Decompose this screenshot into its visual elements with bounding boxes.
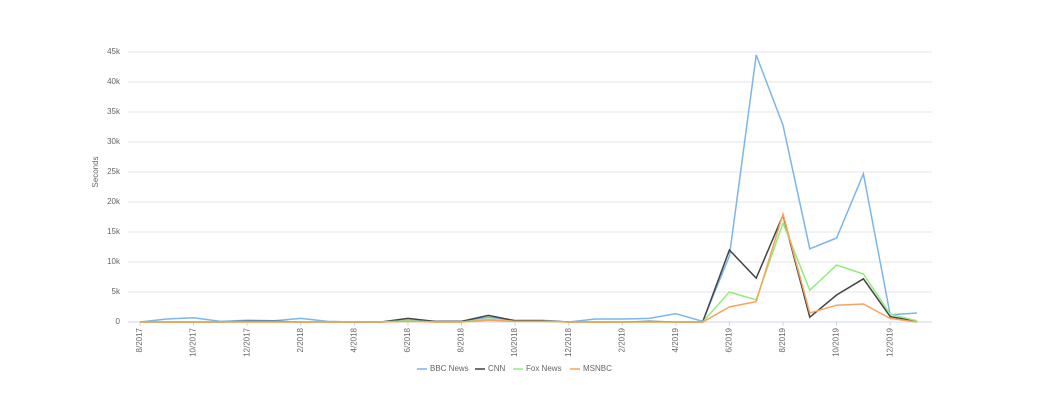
- y-tick-label: 40k: [107, 77, 121, 86]
- legend-label: MSNBC: [583, 364, 612, 373]
- y-tick-label: 15k: [107, 227, 121, 236]
- y-tick-label: 30k: [107, 137, 121, 146]
- x-tick-label: 2/2018: [296, 327, 305, 352]
- x-tick-label: 4/2018: [349, 327, 358, 352]
- y-tick-label: 10k: [107, 257, 121, 266]
- x-tick-label: 8/2019: [778, 327, 787, 352]
- legend-label: Fox News: [526, 364, 562, 373]
- y-tick-label: 20k: [107, 197, 121, 206]
- legend-label: BBC News: [430, 364, 469, 373]
- x-tick-label: 2/2019: [617, 327, 626, 352]
- x-tick-label: 12/2019: [885, 327, 894, 356]
- x-tick-label: 12/2017: [242, 327, 251, 356]
- x-tick-label: 8/2017: [135, 327, 144, 352]
- x-tick-label: 10/2019: [832, 327, 841, 356]
- y-tick-label: 5k: [112, 287, 121, 296]
- y-tick-label: 35k: [107, 107, 121, 116]
- series-line: [140, 211, 918, 323]
- x-tick-label: 6/2018: [403, 327, 412, 352]
- y-tick-label: 25k: [107, 167, 121, 176]
- x-tick-label: 6/2019: [725, 327, 734, 352]
- y-axis-label: Seconds: [91, 156, 100, 187]
- legend-label: CNN: [488, 364, 506, 373]
- y-tick-label: 0: [116, 317, 121, 326]
- x-tick-label: 8/2018: [457, 327, 466, 352]
- x-tick-label: 12/2018: [564, 327, 573, 356]
- y-tick-label: 45k: [107, 47, 121, 56]
- x-tick-label: 4/2019: [671, 327, 680, 352]
- series-line: [140, 220, 918, 323]
- x-tick-label: 10/2018: [510, 327, 519, 356]
- x-tick-label: 10/2017: [189, 327, 198, 356]
